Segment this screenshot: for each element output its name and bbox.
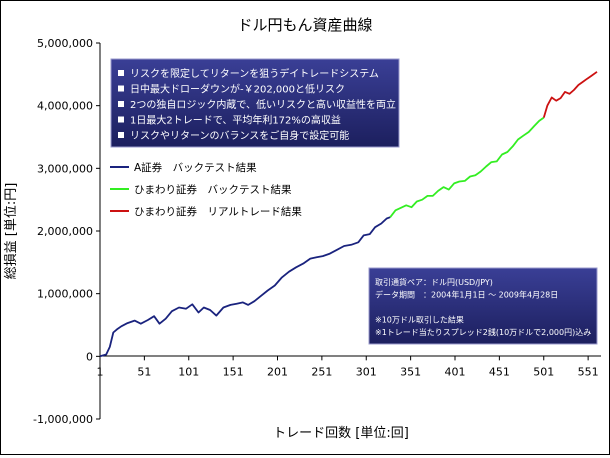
info-box-background xyxy=(368,267,598,345)
y-tick-label: 5,000,000 xyxy=(37,37,93,50)
info-item: ※10万ドル取引した結果 xyxy=(375,315,464,325)
y-tick-label: 0 xyxy=(86,350,93,363)
x-tick-label: 301 xyxy=(356,365,377,378)
y-tick-label: 3,000,000 xyxy=(37,162,93,175)
x-axis-ticks: 151101151201251301351401451501551 xyxy=(97,356,599,378)
legend-label: A証券 バックテスト結果 xyxy=(134,161,257,174)
feature-bullet-icon xyxy=(118,116,124,123)
info-box: 取引通貨ペア：ドル円(USD/JPY) データ期間 ：2004年1月1日 ～ 20… xyxy=(368,267,598,345)
x-tick-label: 151 xyxy=(223,365,244,378)
feature-bullet-icon xyxy=(118,70,124,76)
info-item: 取引通貨ペア：ドル円(USD/JPY) xyxy=(375,277,493,287)
feature-item: 2つの独自ロジック内蔵で、低いリスクと高い収益性を両立 xyxy=(130,98,396,111)
features-list: リスクを限定してリターンを狙うデイトレードシステム日中最大ドローダウンが-￥20… xyxy=(118,67,396,142)
y-tick-label: 2,000,000 xyxy=(37,225,93,238)
series-line-3 xyxy=(542,71,598,118)
feature-item: 日中最大ドローダウンが-￥202,000と低リスク xyxy=(130,83,345,96)
x-tick-label: 201 xyxy=(267,365,288,378)
series-line-1 xyxy=(99,216,391,358)
feature-bullet-icon xyxy=(118,132,124,138)
legend-label: ひまわり証券 バックテスト結果 xyxy=(134,183,292,196)
y-axis-label: 総損益 [単位:円] xyxy=(3,183,19,280)
x-tick-label: 451 xyxy=(489,365,510,378)
x-tick-label: 401 xyxy=(445,365,466,378)
y-axis-ticks: 5,000,000 4,000,000 3,000,000 2,000,000 1,00… xyxy=(33,37,100,426)
info-list: 取引通貨ペア：ドル円(USD/JPY) データ期間 ：2004年1月1日 ～ 20… xyxy=(375,277,591,337)
feature-item: リスクやリターンのバランスをご自身で設定可能 xyxy=(130,129,349,142)
x-tick-label: 551 xyxy=(578,365,599,378)
series-line-2 xyxy=(389,116,545,218)
features-box: リスクを限定してリターンを狙うデイトレードシステム日中最大ドローダウンが-￥20… xyxy=(110,58,400,148)
x-tick-label: 251 xyxy=(311,365,332,378)
feature-item: 1日最大2トレードで、平均年利172%の高収益 xyxy=(130,114,341,127)
x-tick-label: 351 xyxy=(400,365,421,378)
feature-item: リスクを限定してリターンを狙うデイトレードシステム xyxy=(130,67,379,80)
info-item: ※1トレード当たりスプレッド2銭(10万ドルで2,000円)込み xyxy=(375,327,591,337)
series-lines xyxy=(99,71,598,358)
feature-bullet-icon xyxy=(118,85,124,92)
y-tick-label: 4,000,000 xyxy=(37,100,93,113)
x-axis-label: トレード回数 [単位:回] xyxy=(273,425,409,441)
legend-label: ひまわり証券 リアルトレード結果 xyxy=(134,205,302,218)
x-tick-label: 501 xyxy=(533,365,554,378)
x-tick-label: 101 xyxy=(178,365,199,378)
x-tick-label: 51 xyxy=(137,365,151,378)
feature-bullet-icon xyxy=(118,101,124,107)
y-tick-label: 1,000,000 xyxy=(37,288,93,301)
features-box-background xyxy=(110,58,400,148)
info-item: データ期間 ：2004年1月1日 ～ 2009年4月28日 xyxy=(375,290,558,300)
y-tick-label: -1,000,000 xyxy=(33,413,93,426)
chart-title: ドル円もん資産曲線 xyxy=(237,16,372,34)
